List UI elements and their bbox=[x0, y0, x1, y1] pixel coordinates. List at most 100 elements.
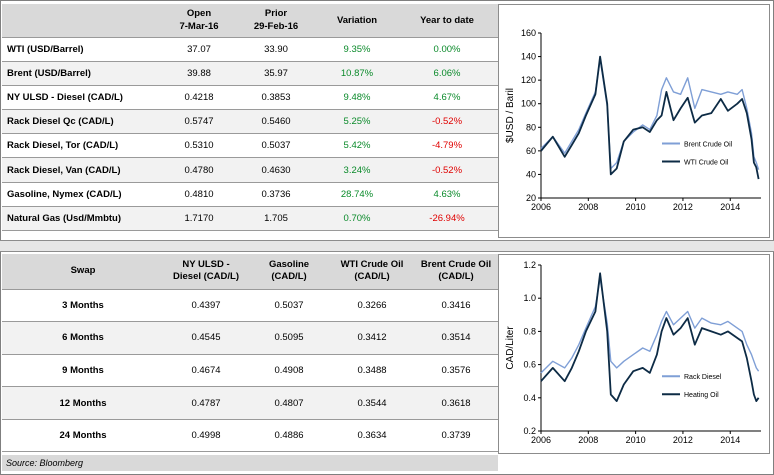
open-value: 39.88 bbox=[164, 61, 234, 86]
y-tick-label: 80 bbox=[526, 122, 536, 132]
row-label: Rack Diesel Qc (CAD/L) bbox=[2, 109, 164, 135]
ytd-value: -0.52% bbox=[396, 157, 498, 183]
prior-value: 0.3736 bbox=[234, 182, 318, 207]
wti-value: 0.3488 bbox=[330, 354, 414, 388]
x-tick-label: 2006 bbox=[531, 435, 551, 445]
y-tick-label: 0.8 bbox=[523, 326, 536, 336]
ulsd-value: 0.4998 bbox=[164, 419, 248, 453]
ytd-value: -0.52% bbox=[396, 109, 498, 135]
wti-value: 0.3266 bbox=[330, 289, 414, 323]
crude-oil-chart: 20 40 60 80 100 120 140 160 2006 2008 2010 2012 2014… bbox=[498, 4, 770, 238]
ulsd-value: 0.4545 bbox=[164, 321, 248, 355]
prior-value: 0.5460 bbox=[234, 109, 318, 135]
series-line-1 bbox=[540, 55, 760, 180]
x-tick-label: 2012 bbox=[673, 202, 693, 212]
prior-value: 0.3853 bbox=[234, 85, 318, 111]
variation-value: 3.24% bbox=[318, 157, 396, 183]
diesel-chart-svg: 0.2 0.4 0.6 0.8 1.0 1.2 2006 2008 2010 2012 2014 CA… bbox=[505, 260, 761, 445]
variation-value: 9.35% bbox=[318, 37, 396, 62]
x-tick-label: 2010 bbox=[626, 202, 646, 212]
y-tick-label: 0.4 bbox=[523, 393, 536, 403]
x-tick-label: 2010 bbox=[626, 435, 646, 445]
y-tick-label: 160 bbox=[521, 28, 536, 38]
ulsd-value: 0.4787 bbox=[164, 386, 248, 420]
row-label: Gasoline, Nymex (CAD/L) bbox=[2, 182, 164, 207]
table-row: Natural Gas (Usd/Mmbtu) 1.7170 1.705 0.70% -… bbox=[2, 206, 498, 232]
table-row: Rack Diesel, Van (CAD/L) 0.4780 0.4630 3.24… bbox=[2, 157, 498, 183]
x-tick-label: 2012 bbox=[673, 435, 693, 445]
crude-oil-chart-svg: 20 40 60 80 100 120 140 160 2006 2008 2010 2012 2014… bbox=[505, 28, 761, 212]
open-value: 0.5310 bbox=[164, 133, 234, 159]
y-axis-label: CAD/Liter bbox=[505, 326, 516, 370]
ytd-value: -26.94% bbox=[396, 206, 498, 232]
swap-prices-table: Swap NY ULSD - Diesel (CAD/L) Gasoline (CA… bbox=[2, 254, 498, 453]
wti-value: 0.3412 bbox=[330, 321, 414, 355]
row-label: NY ULSD - Diesel (CAD/L) bbox=[2, 85, 164, 111]
header-open: Open 7-Mar-16 bbox=[164, 4, 234, 38]
brent-value: 0.3618 bbox=[414, 386, 498, 420]
variation-value: 5.25% bbox=[318, 109, 396, 135]
header-gasoline: Gasoline (CAD/L) bbox=[248, 254, 330, 290]
header-prior: Prior 29-Feb-16 bbox=[234, 4, 318, 38]
y-tick-label: 1.2 bbox=[523, 260, 536, 270]
row-label: WTI (USD/Barrel) bbox=[2, 37, 164, 62]
swap-term: 6 Months bbox=[2, 321, 164, 355]
gasoline-value: 0.4886 bbox=[248, 419, 330, 453]
prior-value: 33.90 bbox=[234, 37, 318, 62]
prior-value: 1.705 bbox=[234, 206, 318, 232]
ulsd-value: 0.4397 bbox=[164, 289, 248, 323]
section-separator bbox=[0, 240, 774, 252]
legend-label: Brent Crude Oil bbox=[684, 142, 733, 149]
table-row: NY ULSD - Diesel (CAD/L) 0.4218 0.3853 9.48… bbox=[2, 85, 498, 111]
y-tick-label: 20 bbox=[526, 193, 536, 203]
table-row: Brent (USD/Barrel) 39.88 35.97 10.87% 6.06% bbox=[2, 61, 498, 86]
x-tick-label: 2014 bbox=[720, 202, 740, 212]
gasoline-value: 0.4807 bbox=[248, 386, 330, 420]
table-row: WTI (USD/Barrel) 37.07 33.90 9.35% 0.00% bbox=[2, 37, 498, 62]
swap-term: 12 Months bbox=[2, 386, 164, 420]
open-value: 37.07 bbox=[164, 37, 234, 62]
ytd-value: -4.79% bbox=[396, 133, 498, 159]
swap-term: 24 Months bbox=[2, 419, 164, 453]
gasoline-value: 0.5037 bbox=[248, 289, 330, 323]
swap-header-row: Swap NY ULSD - Diesel (CAD/L) Gasoline (CA… bbox=[2, 254, 498, 290]
gasoline-value: 0.4908 bbox=[248, 354, 330, 388]
header-variation: Variation bbox=[318, 4, 396, 38]
header-ulsd: NY ULSD - Diesel (CAD/L) bbox=[164, 254, 248, 290]
x-tick-label: 2008 bbox=[578, 435, 598, 445]
open-value: 0.4218 bbox=[164, 85, 234, 111]
ytd-value: 4.63% bbox=[396, 182, 498, 207]
swap-term: 9 Months bbox=[2, 354, 164, 388]
header-empty bbox=[2, 4, 164, 38]
wti-value: 0.3634 bbox=[330, 419, 414, 453]
swap-term: 3 Months bbox=[2, 289, 164, 323]
row-label: Rack Diesel, Van (CAD/L) bbox=[2, 157, 164, 183]
table-header-row: Open 7-Mar-16 Prior 29-Feb-16 Variation Ye… bbox=[2, 4, 498, 38]
market-prices-table: Open 7-Mar-16 Prior 29-Feb-16 Variation Ye… bbox=[2, 4, 498, 232]
swap-row: 3 Months 0.4397 0.5037 0.3266 0.3416 bbox=[2, 289, 498, 323]
table-row: Gasoline, Nymex (CAD/L) 0.4810 0.3736 28.74… bbox=[2, 182, 498, 207]
series-line-0 bbox=[540, 58, 760, 170]
brent-value: 0.3514 bbox=[414, 321, 498, 355]
row-label: Natural Gas (Usd/Mmbtu) bbox=[2, 206, 164, 232]
swap-row: 12 Months 0.4787 0.4807 0.3544 0.3618 bbox=[2, 386, 498, 420]
ulsd-value: 0.4674 bbox=[164, 354, 248, 388]
swap-row: 24 Months 0.4998 0.4886 0.3634 0.3739 bbox=[2, 419, 498, 453]
y-tick-label: 140 bbox=[521, 52, 536, 62]
row-label: Brent (USD/Barrel) bbox=[2, 61, 164, 86]
wti-value: 0.3544 bbox=[330, 386, 414, 420]
legend-label: WTI Crude Oil bbox=[684, 160, 729, 167]
brent-value: 0.3416 bbox=[414, 289, 498, 323]
header-ytd: Year to date bbox=[396, 4, 498, 38]
series-line-1 bbox=[540, 272, 760, 402]
brent-value: 0.3576 bbox=[414, 354, 498, 388]
open-value: 1.7170 bbox=[164, 206, 234, 232]
y-tick-label: 100 bbox=[521, 99, 536, 109]
open-value: 0.4810 bbox=[164, 182, 234, 207]
x-tick-label: 2014 bbox=[720, 435, 740, 445]
legend-label: Heating Oil bbox=[684, 392, 719, 399]
swap-row: 9 Months 0.4674 0.4908 0.3488 0.3576 bbox=[2, 354, 498, 388]
gasoline-value: 0.5095 bbox=[248, 321, 330, 355]
swap-row: 6 Months 0.4545 0.5095 0.3412 0.3514 bbox=[2, 321, 498, 355]
x-tick-label: 2006 bbox=[531, 202, 551, 212]
